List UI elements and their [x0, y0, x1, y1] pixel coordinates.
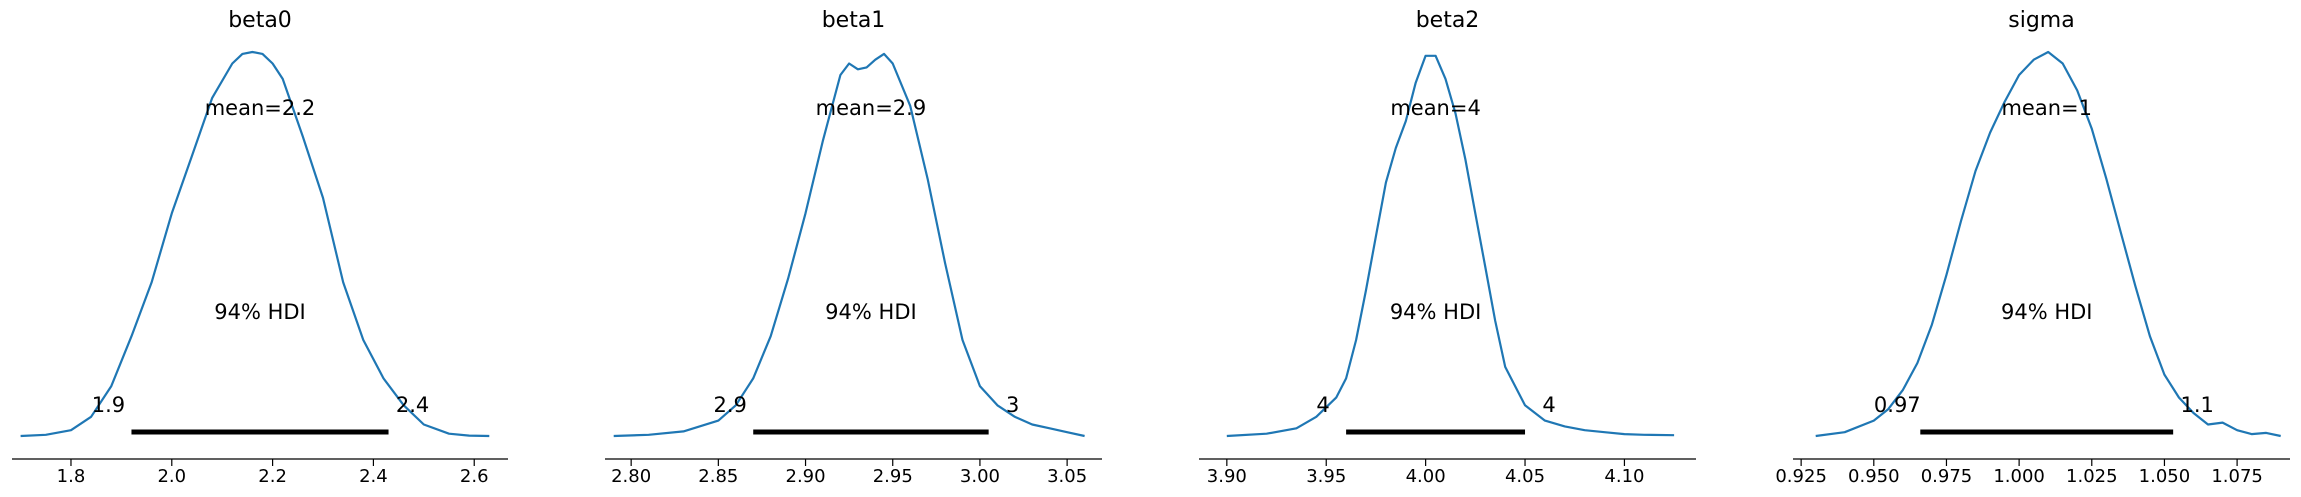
x-tick-label-beta0: 2.4: [359, 466, 388, 487]
panel-title-sigma: sigma: [2008, 8, 2074, 33]
panel-title-beta0: beta0: [228, 8, 292, 33]
panel-title-beta1: beta1: [822, 8, 886, 33]
hdi-high-label-beta2: 4: [1542, 393, 1555, 417]
x-tick-label-sigma: 1.025: [2066, 466, 2118, 487]
x-tick-label-sigma: 0.950: [1848, 466, 1900, 487]
hdi-label-beta2: 94% HDI: [1390, 300, 1482, 324]
hdi-high-label-sigma: 1.1: [2180, 393, 2213, 417]
x-tick-label-beta1: 3.00: [960, 466, 1000, 487]
density-curve-sigma: [1815, 50, 2281, 438]
mean-label-beta2: mean=4: [1390, 96, 1481, 120]
x-tick-label-beta0: 2.2: [258, 466, 287, 487]
x-tick-label-sigma: 1.000: [1993, 466, 2045, 487]
x-tick-label-sigma: 0.975: [1921, 466, 1973, 487]
x-tick-label-beta2: 4.10: [1604, 466, 1644, 487]
x-tick-label-beta1: 2.80: [611, 466, 651, 487]
x-tick-label-beta2: 3.95: [1306, 466, 1346, 487]
x-tick-label-beta0: 2.0: [157, 466, 186, 487]
x-tick-label-beta2: 3.90: [1207, 466, 1247, 487]
panel-title-beta2: beta2: [1416, 8, 1480, 33]
density-curve-beta2: [1226, 54, 1675, 438]
x-tick-label-sigma: 1.050: [2139, 466, 2191, 487]
x-tick-label-beta2: 4.05: [1505, 466, 1545, 487]
hdi-low-label-beta1: 2.9: [714, 393, 747, 417]
x-tick-label-sigma: 0.925: [1775, 466, 1827, 487]
x-tick-label-beta0: 1.8: [57, 466, 86, 487]
hdi-high-label-beta1: 3: [1006, 393, 1019, 417]
hdi-low-label-beta0: 1.9: [92, 393, 125, 417]
hdi-low-label-beta2: 4: [1316, 393, 1329, 417]
x-tick-label-beta1: 2.90: [786, 466, 826, 487]
hdi-label-beta1: 94% HDI: [825, 300, 917, 324]
x-tick-label-beta1: 2.85: [698, 466, 738, 487]
mean-label-beta0: mean=2.2: [205, 96, 316, 120]
hdi-high-label-beta0: 2.4: [396, 393, 429, 417]
hdi-low-label-sigma: 0.97: [1874, 393, 1921, 417]
x-tick-label-beta0: 2.6: [460, 466, 489, 487]
hdi-label-sigma: 94% HDI: [2001, 300, 2093, 324]
x-tick-label-beta1: 2.95: [873, 466, 913, 487]
x-tick-label-beta2: 4.00: [1406, 466, 1446, 487]
mean-label-sigma: mean=1: [2001, 96, 2092, 120]
density-curve-beta0: [20, 50, 490, 438]
x-tick-label-sigma: 1.075: [2211, 466, 2263, 487]
density-curve-beta1: [613, 52, 1085, 438]
hdi-label-beta0: 94% HDI: [214, 300, 306, 324]
x-tick-label-beta1: 3.05: [1047, 466, 1087, 487]
mean-label-beta1: mean=2.9: [816, 96, 927, 120]
